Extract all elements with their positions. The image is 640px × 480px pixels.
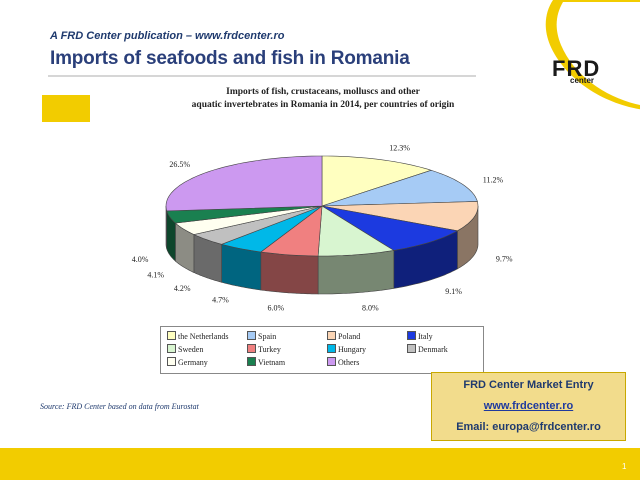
logo-wordmark: FRD [552,56,601,81]
pie-slice-hungary [220,205,323,253]
pie-label-turkey: 6.0% [268,304,285,313]
legend-swatch [247,357,256,366]
source-note: Source: FRD Center based on data from Eu… [40,402,199,411]
pie-side-others [165,206,167,249]
legend-item-others: Others [327,357,359,367]
page-number: 1 [622,462,627,471]
legend-item-hungary: Hungary [327,344,366,354]
contact-email: Email: europa@frdcenter.ro [456,421,601,433]
pie-chart: 12.3% 11.2% 9.7% 9.1% 8.0% 6.0% 4.7% 4.2% 4.1% 4.… [132,144,513,313]
legend-item-poland: Poland [327,331,360,341]
chart-title-line-1: Imports of fish, crustaceans, molluscs a… [226,87,420,97]
legend-swatch [327,357,336,366]
pie-label-others: 26.5% [169,160,190,169]
legend-swatch [167,357,176,366]
legend-swatch [407,331,416,340]
pie-label-italy: 9.1% [445,287,462,296]
legend-item-spain: Spain [247,331,276,341]
pie-label-denmark: 4.2% [174,284,191,293]
legend-swatch [407,344,416,353]
legend-label: Germany [178,358,208,367]
legend-swatch [327,331,336,340]
pie-slice-vietnam [166,205,323,224]
pie-side-turkey [260,251,319,295]
pie-side-sweden [317,250,395,295]
pie-slice-spain [321,169,478,207]
pie-slice-turkey [260,205,323,257]
pie-label-poland: 9.7% [496,255,513,264]
pie-slice-others [165,155,323,212]
legend-label: Vietnam [258,358,286,367]
pie-label-germany: 4.1% [147,271,164,280]
legend-swatch [327,344,336,353]
legend-label: Others [338,358,360,367]
legend-label: Turkey [258,345,281,354]
legend-label: Sweden [178,345,204,354]
chart-title-line-2: aquatic invertebrates in Romania in 2014… [191,100,455,110]
footer-bar [0,448,640,480]
legend-label: Denmark [418,345,448,354]
yellow-accent-block [42,95,90,122]
pie-label-spain: 11.2% [483,176,504,185]
pie-label-vietnam: 4.0% [132,255,149,264]
pie-slice-the-netherlands [321,155,433,207]
legend-swatch [247,331,256,340]
logo-swoosh [545,0,640,110]
pie-label-the-netherlands: 12.3% [389,144,410,153]
page-title: Imports of seafoods and fish in Romania [50,48,410,69]
contact-title: FRD Center Market Entry [463,379,594,391]
contact-box: FRD Center Market Entry www.frdcenter.ro… [431,372,626,441]
chart-legend: the Netherlands Spain Poland Italy Sweden Tur… [160,326,484,374]
legend-item-denmark: Denmark [407,344,448,354]
pie-slice-italy [321,205,459,251]
legend-label: Spain [258,332,277,341]
legend-item-vietnam: Vietnam [247,357,285,367]
pie-slice-denmark [192,205,323,245]
legend-item-the-netherlands: the Netherlands [167,331,228,341]
title-underline [48,75,476,77]
pie-slice-germany [174,205,323,235]
legend-item-turkey: Turkey [247,344,281,354]
legend-label: Hungary [338,345,366,354]
pie-label-sweden: 8.0% [362,303,379,312]
legend-swatch [167,331,176,340]
legend-label: Poland [338,332,361,341]
pie-label-hungary: 4.7% [212,296,229,305]
legend-swatch [167,344,176,353]
legend-label: Italy [418,332,433,341]
publication-line: A FRD Center publication – www.frdcenter… [50,30,285,42]
legend-swatch [247,344,256,353]
legend-item-italy: Italy [407,331,433,341]
legend-item-germany: Germany [167,357,208,367]
logo-subtext: center [570,76,595,85]
legend-item-sweden: Sweden [167,344,203,354]
contact-website-link[interactable]: www.frdcenter.ro [483,400,574,412]
pie-slice-sweden [317,205,395,257]
pie-slice-poland [321,201,479,232]
legend-label: the Netherlands [178,332,229,341]
chart-title: Imports of fish, crustaceans, molluscs a… [148,86,498,112]
